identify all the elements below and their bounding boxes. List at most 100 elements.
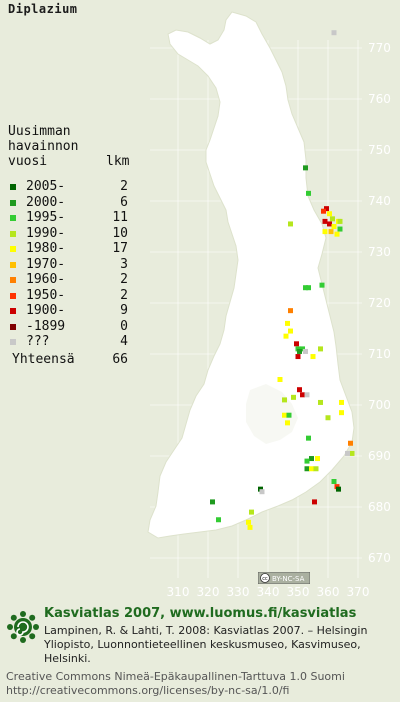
observation-marker (309, 456, 314, 462)
legend-swatch (10, 230, 16, 237)
observation-marker (327, 211, 332, 217)
cc-badge-label: BY-NC-SA (272, 575, 305, 583)
x-tick-label: 330 (227, 585, 250, 599)
observation-marker (325, 415, 331, 421)
observation-marker (345, 450, 350, 456)
legend-row: 2000- 6 (8, 194, 128, 211)
observation-marker (303, 348, 308, 354)
legend-swatch (10, 339, 16, 345)
legend-row-label: 2000- (26, 194, 66, 210)
observation-marker (294, 341, 299, 347)
legend-swatch (10, 199, 16, 206)
x-tick-label: 360 (317, 585, 340, 599)
legend-swatch (10, 246, 16, 252)
legend-total-count: 66 (112, 351, 128, 367)
observation-marker (282, 412, 287, 418)
observation-marker (339, 410, 344, 416)
legend-row: 1980- 17 (8, 241, 128, 257)
legend-row-count: 2 (120, 287, 128, 303)
observation-marker (318, 346, 323, 352)
observation-marker (286, 412, 292, 418)
observation-marker (288, 308, 293, 314)
observation-marker (306, 285, 311, 291)
legend-row-label: 1980- (26, 241, 66, 256)
y-tick-label: 720 (368, 296, 391, 310)
y-tick-label: 760 (368, 92, 391, 106)
observation-marker (310, 354, 316, 360)
license-url[interactable]: http://creativecommons.org/licenses/by-n… (6, 684, 290, 697)
observation-marker (216, 517, 221, 523)
cc-license-badge[interactable]: cc BY-NC-SA (257, 569, 311, 585)
observation-marker (285, 420, 290, 426)
legend-row-label: 1900- (26, 303, 66, 318)
observation-marker (348, 440, 353, 446)
observation-marker (288, 221, 293, 227)
observation-marker (312, 499, 317, 505)
legend-swatch (10, 215, 16, 221)
legend-swatch (10, 261, 16, 268)
y-tick-label: 680 (368, 500, 391, 514)
legend-swatch (10, 277, 16, 283)
y-tick-label: 770 (368, 41, 391, 55)
x-tick-label: 370 (347, 585, 370, 599)
observation-marker (306, 435, 311, 441)
legend-row: 2005- 2 (8, 179, 128, 195)
legend-row-label: 1995- (26, 210, 66, 225)
observation-marker (304, 392, 310, 398)
observation-marker (315, 456, 320, 462)
observation-marker (330, 216, 335, 222)
observation-marker (328, 229, 334, 235)
observation-marker (339, 399, 344, 405)
legend-rows: 2005- 2 2000- 6 1995- 11 1990- 10 1980- 17 1970- 3 1… (8, 179, 128, 350)
legend-row-count: 3 (120, 256, 128, 272)
observation-marker (277, 377, 283, 382)
observation-marker (337, 218, 343, 224)
legend-row-count: 11 (112, 210, 128, 225)
legend-swatch (10, 323, 16, 330)
observation-marker (319, 282, 325, 288)
finland-land-shape (147, 11, 355, 539)
legend-heading-line1: Uusimman (8, 124, 71, 139)
x-tick-label: 340 (257, 585, 280, 599)
legend-row: 1990- 10 (8, 226, 128, 242)
license-text: Creative Commons Nimeä-Epäkaupallinen-Ta… (6, 670, 398, 698)
observation-marker (321, 208, 326, 214)
species-title: Diplazium (8, 2, 78, 16)
x-tick-label: 320 (197, 585, 220, 599)
observation-marker (331, 30, 337, 36)
license-line1: Creative Commons Nimeä-Epäkaupallinen-Ta… (6, 670, 345, 683)
observation-marker (322, 218, 328, 224)
y-tick-label: 670 (368, 551, 391, 565)
y-tick-label: 750 (368, 143, 391, 157)
observation-marker (322, 229, 328, 235)
observation-marker (247, 524, 253, 530)
observation-marker (246, 519, 251, 525)
legend-count-heading: lkm (106, 154, 130, 169)
legend-total: Yhteensä 66 (8, 351, 128, 369)
legend-row-label: -1899 (26, 318, 66, 334)
observation-marker (334, 231, 340, 237)
kasviatlas-brand[interactable]: Kasviatlas 2007, www.luomus.fi/kasviatla… (44, 606, 357, 621)
legend-row-count: 10 (112, 225, 128, 241)
observation-marker (291, 394, 296, 400)
legend-row-label: 2005- (26, 179, 66, 194)
observation-marker (331, 479, 337, 484)
observation-marker (324, 206, 329, 212)
observation-marker (300, 392, 305, 398)
legend-row-label: 1950- (26, 287, 66, 303)
observation-marker (285, 320, 290, 326)
legend-row-count: 9 (120, 303, 128, 318)
legend-row-count: 17 (112, 241, 128, 256)
legend-row-label: 1970- (26, 256, 66, 272)
observation-markers (210, 30, 355, 530)
legend-row: 1900- 9 (8, 303, 128, 319)
legend-row-count: 2 (120, 272, 128, 287)
kasviatlas-logo-icon (7, 611, 39, 643)
legend: Uusimman havainnon vuosi lkm 2005- 2 2000-… (8, 124, 129, 369)
y-tick-label: 740 (368, 194, 391, 208)
legend-row-count: 0 (120, 318, 128, 334)
observation-marker (300, 346, 305, 352)
legend-row: -1899 0 (8, 318, 128, 335)
observation-marker (258, 486, 263, 492)
